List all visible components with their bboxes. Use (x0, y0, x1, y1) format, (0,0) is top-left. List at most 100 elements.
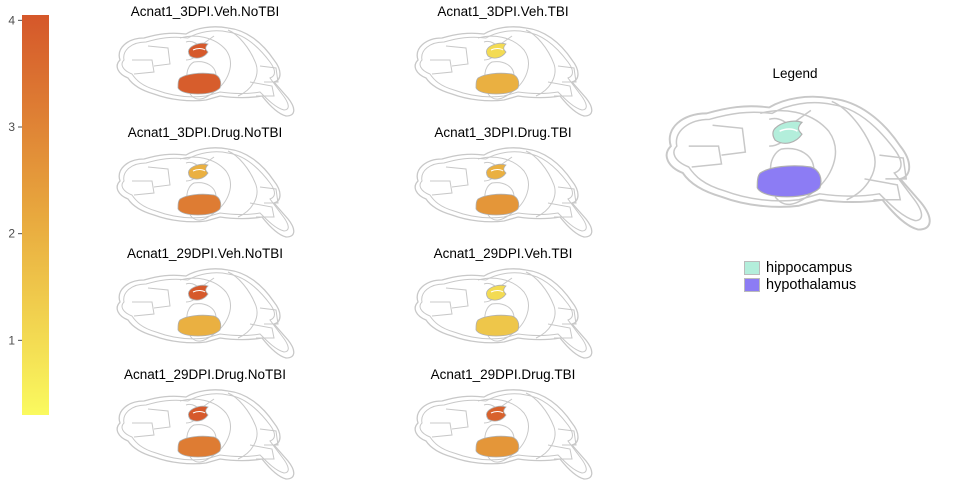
panel-5-outline (547, 323, 573, 339)
panel-4-outline (132, 301, 155, 317)
panel-7-outline (430, 422, 453, 438)
panel-2-outline (179, 156, 231, 221)
panel-2-outline (116, 147, 295, 238)
brain-panel: Acnat1_29DPI.Veh.NoTBI (110, 246, 300, 364)
panel-3-outline (557, 186, 577, 204)
panel-4-outline (227, 271, 258, 339)
panel-3-outline (547, 202, 573, 218)
panel-7-outline (445, 408, 469, 430)
panel-0-outline (147, 45, 171, 67)
panel-6-outline (179, 398, 231, 463)
brain-panel: Acnat1_3DPI.Veh.TBI (408, 4, 598, 122)
panel-1-outline (414, 26, 593, 117)
panel-7-outline (557, 428, 577, 446)
panel-7-hippocampus-fold (490, 411, 504, 414)
panel-3-outline (419, 151, 587, 232)
brain-panel: Acnat1_29DPI.Drug.TBI (408, 367, 598, 485)
legend-brain (665, 95, 931, 231)
panel-title: Acnat1_3DPI.Drug.TBI (434, 125, 572, 140)
panel-0-outline (227, 29, 258, 97)
panel-0-hippocampus-fold (192, 48, 206, 51)
panel-5-outline (477, 277, 529, 342)
panel-1-hypothalamus (475, 72, 520, 95)
panel-0-outline (259, 65, 279, 83)
panel-1-outline (557, 65, 577, 83)
panel-4-outline (121, 272, 289, 353)
panel-3-hippocampus-fold (490, 169, 504, 172)
brain-map (116, 26, 295, 117)
panel-1-outline (477, 35, 529, 100)
panel-2-outline (132, 180, 155, 196)
legend-outline (760, 109, 837, 205)
panel-5-hypothalamus (475, 314, 520, 337)
panel-3-outline (414, 147, 593, 238)
panel-4-hippocampus-fold (192, 290, 206, 293)
panel-title: Acnat1_29DPI.Veh.TBI (433, 246, 573, 261)
panel-3-outline (477, 156, 529, 221)
panel-7-outline (419, 393, 587, 474)
panel-0-hypothalamus (177, 72, 222, 95)
panel-1-outline (525, 29, 556, 97)
panel-5-outline (419, 272, 587, 353)
legend-outline (831, 100, 876, 201)
panel-6-outline (121, 393, 289, 474)
panel-6-hippocampus-fold (192, 411, 206, 414)
panel-1-outline (419, 30, 587, 111)
panel-3-hypothalamus (475, 193, 520, 216)
panel-0-outline (116, 26, 295, 117)
panel-5-outline (525, 271, 556, 339)
panel-1-outline (445, 45, 469, 67)
panel-7-hippocampus (486, 405, 507, 422)
panel-3-hippocampus (486, 163, 507, 180)
panel-title: Acnat1_3DPI.Veh.NoTBI (130, 4, 280, 19)
panel-4-hippocampus (188, 284, 209, 301)
brain-panel: Acnat1_3DPI.Veh.NoTBI (110, 4, 300, 122)
colorbar-tick-label: 2 (8, 227, 15, 241)
legend-hypothalamus (756, 165, 822, 198)
panel-3-outline (445, 166, 469, 188)
legend-key-hypothalamus: hypothalamus (744, 276, 856, 293)
panel-6-hippocampus (188, 405, 209, 422)
panel-0-outline (121, 30, 289, 111)
legend-title: Legend (772, 66, 818, 81)
panel-6-outline (147, 408, 171, 430)
panel-3-outline (525, 150, 556, 218)
legend-hippocampus-fold (779, 128, 798, 132)
brain-map (414, 389, 593, 480)
panel-2-hippocampus-fold (192, 169, 206, 172)
panel-5-hippocampus (486, 284, 507, 301)
legend-brain-group (665, 95, 931, 231)
brain-panel: Acnat1_29DPI.Veh.TBI (408, 246, 598, 364)
panel-7-outline (547, 444, 573, 460)
panel-title: Acnat1_29DPI.Drug.TBI (430, 367, 576, 382)
panel-5-outline (445, 287, 469, 309)
panel-2-outline (259, 186, 279, 204)
legend-keys: hippocampus hypothalamus (744, 259, 856, 293)
legend-key-hippocampus: hippocampus (744, 259, 856, 276)
panel-0-outline (179, 35, 231, 100)
panel-6-outline (227, 392, 258, 460)
panel-7-outline (477, 398, 529, 463)
panel-6-hypothalamus (177, 435, 222, 458)
panel-4-outline (179, 277, 231, 342)
panel-title: Acnat1_29DPI.Drug.NoTBI (123, 367, 287, 382)
legend-outline (665, 95, 931, 231)
legend-hippocampus (772, 120, 804, 144)
panel-1-outline (547, 81, 573, 97)
panel-0-hippocampus (188, 42, 209, 59)
legend-label-hippocampus: hippocampus (766, 259, 853, 276)
panel-title: Acnat1_3DPI.Drug.NoTBI (127, 125, 283, 140)
panel-7-outline (414, 389, 593, 480)
panel-1-hippocampus-fold (490, 48, 504, 51)
legend-swatch-hypothalamus (744, 277, 760, 292)
panel-2-outline (249, 202, 275, 218)
legend-panel: Legend (650, 66, 940, 246)
brain-panel: Acnat1_3DPI.Drug.TBI (408, 125, 598, 243)
panel-title: Acnat1_3DPI.Veh.TBI (437, 4, 569, 19)
colorbar-tick-label: 1 (8, 333, 15, 347)
colorbar-tick-label: 3 (8, 120, 15, 134)
panel-4-outline (249, 323, 275, 339)
panel-2-outline (121, 151, 289, 232)
brain-map (414, 26, 593, 117)
panel-6-outline (249, 444, 275, 460)
